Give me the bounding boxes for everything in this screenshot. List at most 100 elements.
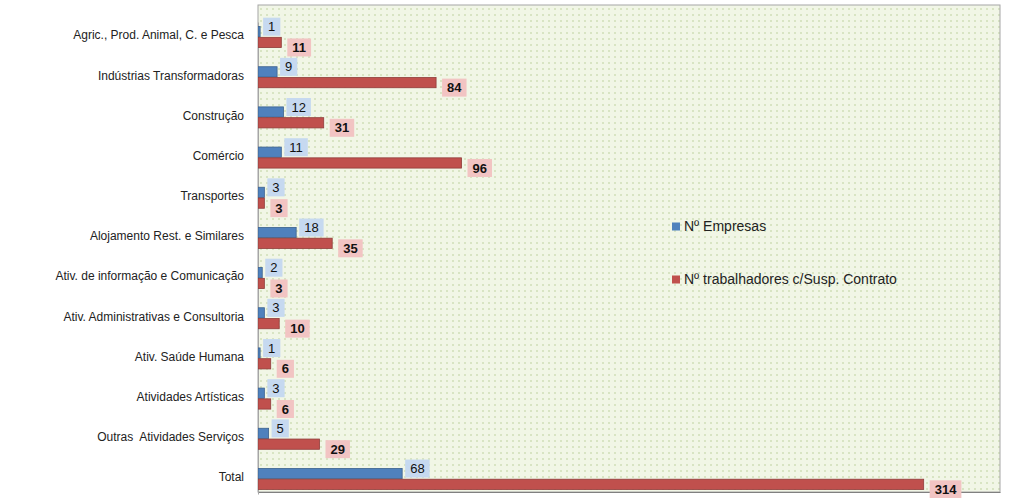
data-label: 3 bbox=[270, 279, 287, 297]
bar bbox=[258, 348, 260, 358]
bar bbox=[258, 37, 281, 47]
category-label: Comércio bbox=[193, 149, 245, 163]
category-label: Ativ. Saúde Humana bbox=[135, 350, 244, 364]
data-label-text: 6 bbox=[282, 402, 289, 417]
data-label-text: 314 bbox=[935, 482, 957, 497]
y-tick: Outras Atividades Serviços bbox=[97, 430, 258, 444]
data-label: 3 bbox=[267, 178, 284, 196]
axis-line bbox=[259, 492, 1001, 493]
data-label-text: 84 bbox=[447, 80, 462, 95]
label-box bbox=[277, 400, 294, 418]
axis-line bbox=[258, 23, 259, 495]
label-box bbox=[267, 379, 284, 397]
data-label-text: 35 bbox=[343, 241, 357, 256]
bar bbox=[258, 308, 264, 318]
label-box bbox=[270, 279, 287, 297]
y-tick: Comércio bbox=[193, 149, 258, 163]
category-label: Total bbox=[219, 470, 244, 484]
bar bbox=[258, 118, 324, 128]
label-box bbox=[442, 79, 466, 97]
y-tick: Ativ. de informação e Comunicação bbox=[55, 269, 258, 283]
label-box bbox=[930, 480, 962, 498]
label-box bbox=[267, 178, 284, 196]
data-labels: 1912113182313568118431963353106629314 bbox=[263, 18, 961, 498]
bar bbox=[258, 428, 269, 438]
bar bbox=[258, 388, 264, 398]
data-label: 6 bbox=[277, 360, 294, 378]
data-label: 31 bbox=[330, 119, 354, 137]
data-label-text: 1 bbox=[268, 19, 275, 34]
data-label-text: 1 bbox=[268, 341, 275, 356]
bar bbox=[258, 238, 332, 248]
data-label: 18 bbox=[299, 219, 323, 237]
data-label-text: 96 bbox=[473, 161, 487, 176]
data-label-text: 3 bbox=[272, 300, 279, 315]
data-label-text: 2 bbox=[270, 260, 277, 275]
bar bbox=[258, 107, 283, 117]
label-box bbox=[277, 360, 294, 378]
data-label-text: 18 bbox=[304, 220, 318, 235]
y-tick: Total bbox=[219, 470, 258, 484]
label-box bbox=[299, 219, 323, 237]
y-tick: Agric., Prod. Animal, C. e Pesca bbox=[73, 28, 258, 42]
y-tick: Alojamento Rest. e Similares bbox=[90, 229, 258, 243]
category-label: Ativ. Administrativas e Consultoria bbox=[63, 310, 244, 324]
label-box bbox=[267, 299, 284, 317]
label-box bbox=[270, 199, 287, 217]
label-box bbox=[338, 239, 362, 257]
bar bbox=[258, 227, 296, 237]
label-box bbox=[272, 419, 289, 437]
label-box bbox=[287, 38, 311, 56]
bar bbox=[258, 78, 436, 88]
category-label: Agric., Prod. Animal, C. e Pesca bbox=[73, 28, 244, 42]
data-label: 3 bbox=[267, 299, 284, 317]
data-label-text: 9 bbox=[285, 59, 292, 74]
data-label-text: 3 bbox=[272, 381, 279, 396]
legend: Nº EmpresasNº trabalhadores c/Susp. Cont… bbox=[672, 218, 897, 287]
data-label: 96 bbox=[468, 159, 492, 177]
bar bbox=[258, 319, 279, 329]
data-label: 9 bbox=[280, 58, 297, 76]
data-label: 314 bbox=[930, 480, 962, 498]
data-label: 5 bbox=[272, 419, 289, 437]
bar bbox=[258, 359, 271, 369]
legend-label: Nº Empresas bbox=[684, 218, 766, 234]
data-label-text: 31 bbox=[335, 120, 349, 135]
data-label: 1 bbox=[263, 339, 280, 357]
bar bbox=[258, 399, 271, 409]
bar bbox=[258, 439, 319, 449]
bar bbox=[258, 268, 262, 278]
data-label: 3 bbox=[267, 379, 284, 397]
data-label-text: 11 bbox=[292, 40, 306, 55]
label-box bbox=[265, 259, 282, 277]
label-box bbox=[330, 119, 354, 137]
label-box bbox=[405, 460, 429, 478]
bar bbox=[258, 278, 264, 288]
label-box bbox=[468, 159, 492, 177]
x-axis bbox=[259, 492, 1001, 493]
legend-swatch bbox=[672, 223, 680, 231]
label-box bbox=[280, 58, 297, 76]
data-label-text: 6 bbox=[282, 361, 289, 376]
plot-area bbox=[258, 5, 1000, 492]
data-label-text: 3 bbox=[275, 201, 282, 216]
bar bbox=[258, 468, 402, 478]
data-label-text: 68 bbox=[410, 461, 424, 476]
data-label: 84 bbox=[442, 79, 466, 97]
data-label: 1 bbox=[263, 18, 280, 36]
data-label: 11 bbox=[287, 38, 311, 56]
y-tick: Ativ. Administrativas e Consultoria bbox=[63, 310, 258, 324]
data-label-text: 12 bbox=[291, 100, 305, 115]
y-tick: Atividades Artísticas bbox=[137, 390, 258, 404]
category-label: Construção bbox=[183, 109, 245, 123]
data-label-text: 3 bbox=[272, 180, 279, 195]
bar bbox=[258, 187, 264, 197]
label-box bbox=[284, 138, 308, 156]
data-label: 2 bbox=[265, 259, 282, 277]
bar bbox=[258, 67, 277, 77]
bar bbox=[258, 479, 924, 489]
category-label: Atividades Artísticas bbox=[137, 390, 244, 404]
data-label-text: 5 bbox=[277, 421, 284, 436]
data-label: 29 bbox=[325, 440, 349, 458]
y-tick: Transportes bbox=[180, 189, 258, 203]
